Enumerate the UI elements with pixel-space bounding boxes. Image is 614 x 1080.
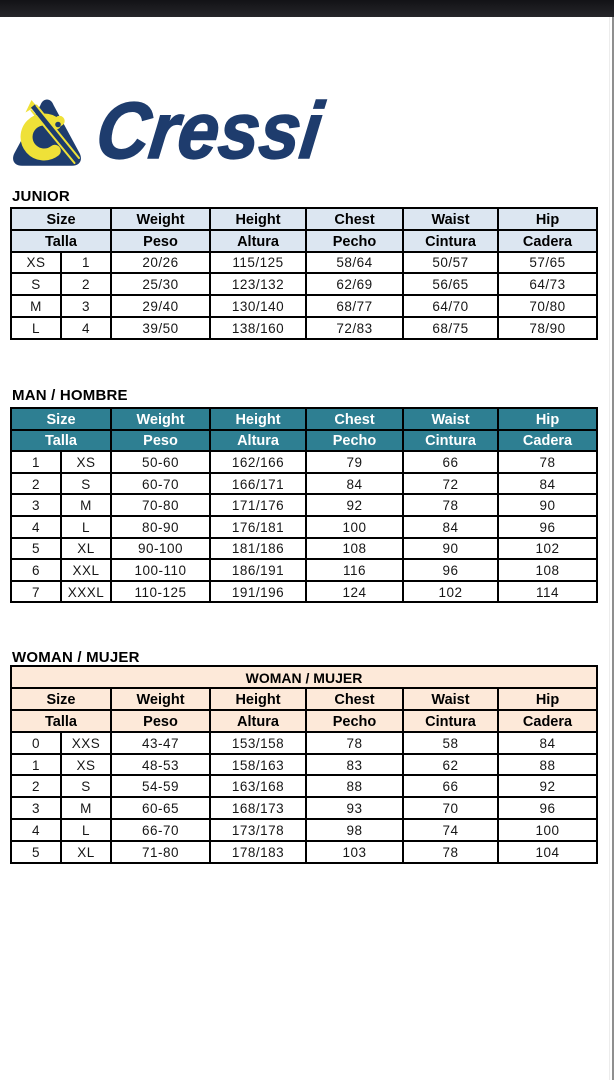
svg-text:Cressi: Cressi <box>92 95 329 175</box>
